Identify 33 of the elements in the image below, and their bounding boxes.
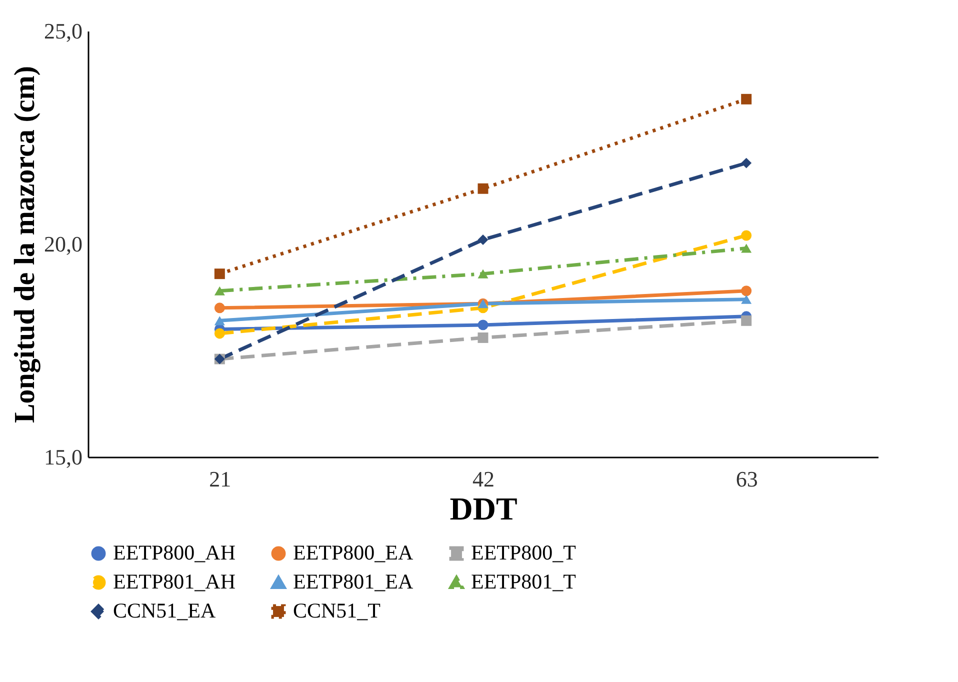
legend-label: EETP801_EA <box>293 570 414 594</box>
point <box>741 158 752 168</box>
point <box>214 328 225 339</box>
legend-label: EETP801_T <box>471 570 576 594</box>
x-tick-label: 42 <box>472 466 494 492</box>
point <box>214 302 225 314</box>
point <box>478 320 488 330</box>
y-tick-label: 25,0 <box>44 18 82 44</box>
x-axis-title: DDT <box>450 490 518 526</box>
point <box>741 294 752 304</box>
legend-label: EETP800_T <box>471 540 576 565</box>
point <box>741 315 752 326</box>
y-axis-title: Longitud de la mazorca (cm) <box>9 66 41 424</box>
point <box>741 94 752 104</box>
point <box>478 183 488 194</box>
point <box>741 230 752 241</box>
y-tick-label: 15,0 <box>44 444 82 470</box>
point <box>478 269 488 278</box>
legend-label: CCN51_T <box>293 598 381 622</box>
x-tick-label: 21 <box>209 466 232 492</box>
x-tick-label: 63 <box>736 466 758 492</box>
point <box>214 268 225 280</box>
point <box>741 244 752 253</box>
point <box>214 286 225 296</box>
legend-label: CCN51_EA <box>113 598 217 622</box>
point <box>214 316 225 326</box>
point <box>478 234 488 245</box>
legend-label: EETP801_AH <box>113 570 236 594</box>
legend-label: EETP800_AH <box>113 540 236 565</box>
point <box>478 332 488 343</box>
y-tick-label: 20,0 <box>44 232 82 256</box>
point <box>741 286 752 296</box>
legend-label: EETP800_EA <box>293 540 414 565</box>
